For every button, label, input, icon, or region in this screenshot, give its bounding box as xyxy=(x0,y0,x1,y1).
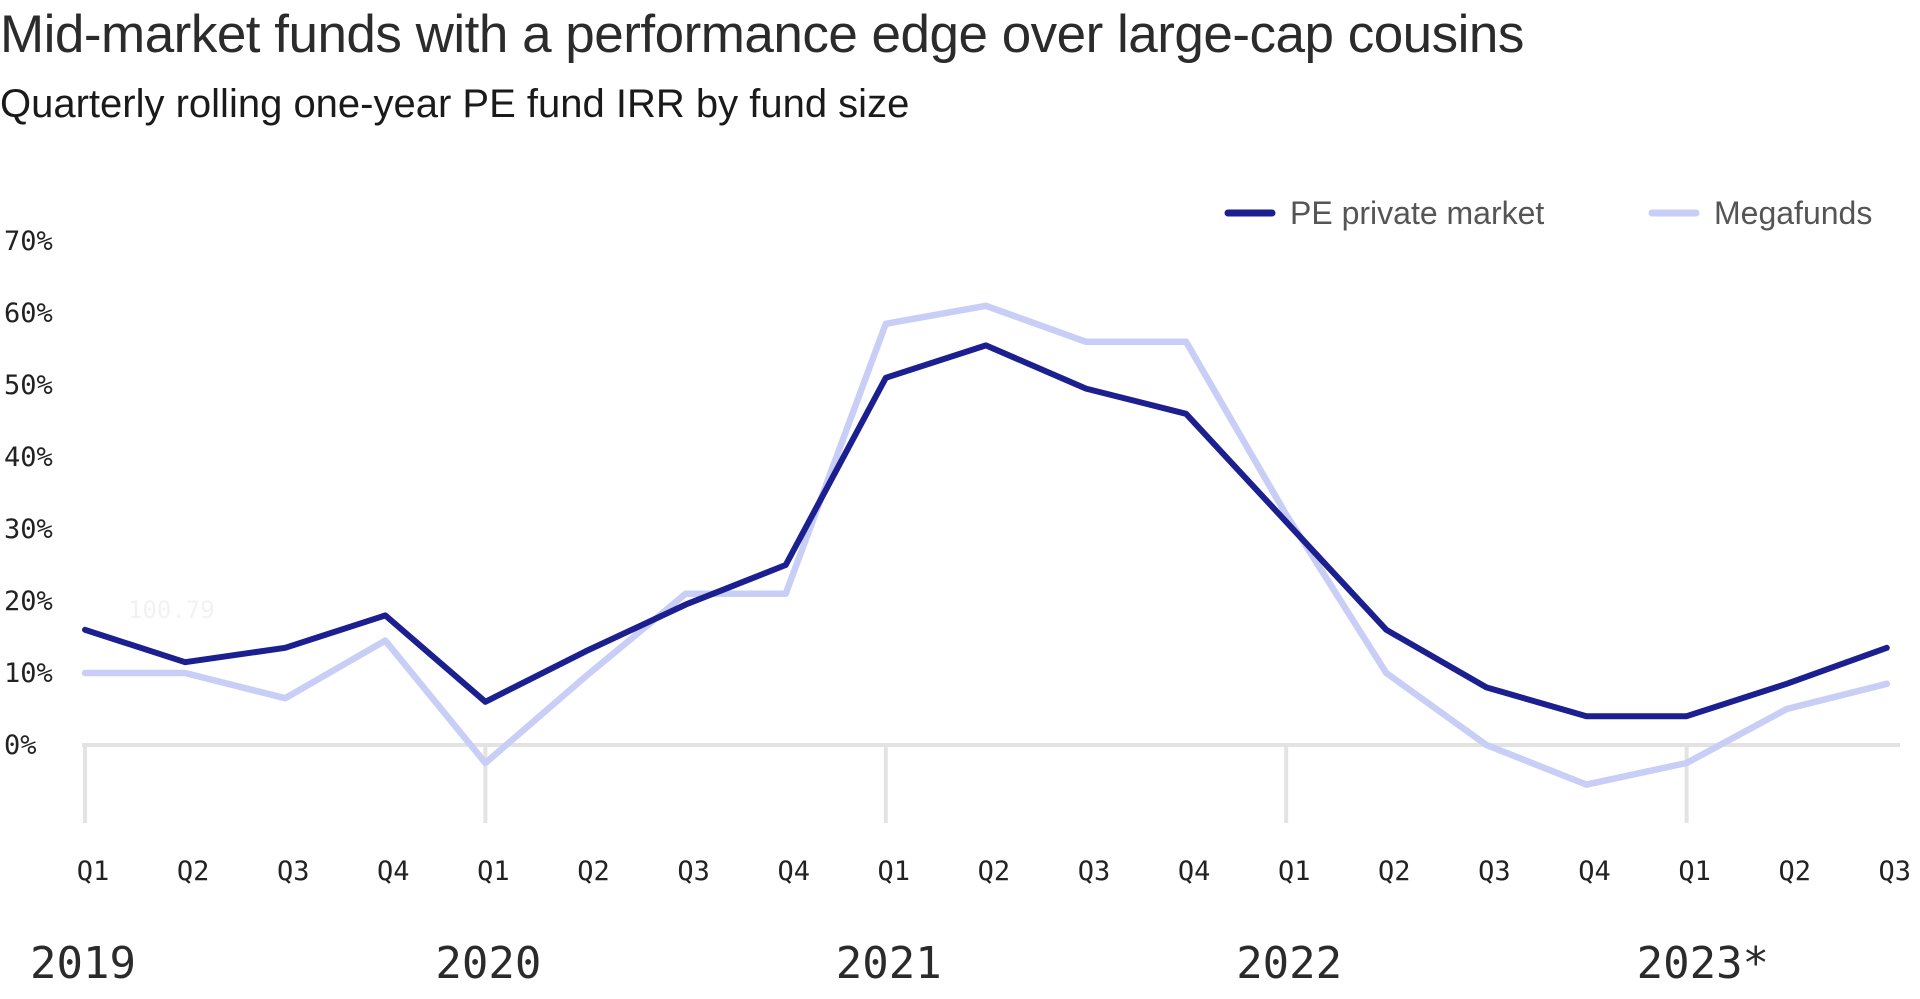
x-tick-label: Q4 xyxy=(377,856,410,887)
x-tick-label: Q3 xyxy=(277,856,310,887)
data-point-megafunds xyxy=(384,640,386,642)
data-point-pe-private-market xyxy=(1686,715,1688,717)
series-lines xyxy=(81,302,1891,788)
y-tick-label: 10% xyxy=(4,658,53,689)
data-point-megafunds xyxy=(1586,784,1587,786)
x-tick-label: Q2 xyxy=(177,856,210,887)
x-tick-label: Q2 xyxy=(1778,856,1811,887)
data-point-pe-private-market xyxy=(84,629,86,631)
x-tick-label: Q1 xyxy=(477,856,510,887)
y-tick-label: 50% xyxy=(4,370,53,401)
data-point-pe-private-market xyxy=(1085,388,1087,390)
data-point-pe-private-market xyxy=(885,377,887,379)
data-point-megafunds xyxy=(1886,683,1888,685)
data-point-pe-private-market xyxy=(184,661,186,663)
data-point-megafunds xyxy=(1786,708,1788,710)
year-label: 2022 xyxy=(1236,938,1342,989)
x-tick-label: Q3 xyxy=(677,856,710,887)
x-tick-label: Q1 xyxy=(1278,856,1311,887)
data-point-megafunds xyxy=(184,672,186,674)
y-axis-ticks: 70% 60% 50% 40% 30% 20% 10% 0% xyxy=(4,226,53,761)
data-point-pe-private-market xyxy=(585,650,586,652)
series-line-megafunds xyxy=(81,302,1891,788)
data-point-megafunds xyxy=(284,697,286,699)
data-point-megafunds xyxy=(1185,341,1187,343)
data-point-pe-private-market xyxy=(1285,521,1287,523)
data-point-pe-private-market xyxy=(1586,715,1587,717)
data-point-megafunds xyxy=(785,593,787,595)
chart-title: Mid-market funds with a performance edge… xyxy=(0,5,1524,64)
grid-lines xyxy=(82,743,1900,823)
data-point-megafunds xyxy=(1485,744,1487,746)
x-tick-label: Q2 xyxy=(577,856,610,887)
data-point-pe-private-market xyxy=(1385,629,1387,631)
y-tick-label: 30% xyxy=(4,514,53,545)
x-tick-label: Q2 xyxy=(1378,856,1411,887)
y-tick-label: 20% xyxy=(4,586,53,617)
data-point-pe-private-market xyxy=(1185,413,1187,415)
data-point-megafunds xyxy=(885,323,887,325)
data-point-megafunds xyxy=(1285,514,1287,516)
year-label: 2023* xyxy=(1637,938,1769,989)
y-tick-label: 0% xyxy=(4,730,37,761)
data-point-megafunds xyxy=(484,762,486,764)
data-point-megafunds xyxy=(685,593,687,595)
x-tick-label: Q4 xyxy=(1578,856,1611,887)
data-point-pe-private-market xyxy=(1786,683,1788,685)
x-tick-label: Q3 xyxy=(1078,856,1111,887)
data-point-pe-private-market xyxy=(985,344,987,346)
legend-label-pe-private-market: PE private market xyxy=(1290,195,1544,231)
x-tick-label: Q3 xyxy=(1879,856,1912,887)
data-point-megafunds xyxy=(985,305,987,307)
data-point-pe-private-market xyxy=(384,614,386,616)
x-tick-label: Q1 xyxy=(77,856,110,887)
x-tick-label: Q1 xyxy=(1678,856,1711,887)
x-tick-label: Q3 xyxy=(1478,856,1511,887)
y-tick-label: 70% xyxy=(4,226,53,257)
year-label: 2021 xyxy=(836,938,942,989)
data-point-megafunds xyxy=(585,676,586,678)
legend-label-megafunds: Megafunds xyxy=(1714,195,1872,231)
legend: PE private market Megafunds xyxy=(1224,195,1872,231)
x-axis-quarter-ticks: Q1 Q2 Q3 Q4 Q1 Q2 Q3 Q4 Q1 Q2 Q3 Q4 Q1 Q2 Q3 Q4 Q1 Q2 Q3 xyxy=(77,856,1911,887)
faint-annotation: 100.79 xyxy=(128,596,215,624)
y-tick-label: 40% xyxy=(4,442,53,473)
x-tick-label: Q4 xyxy=(1178,856,1211,887)
chart-subtitle: Quarterly rolling one-year PE fund IRR b… xyxy=(0,82,910,126)
x-tick-label: Q1 xyxy=(878,856,911,887)
x-tick-label: Q2 xyxy=(978,856,1011,887)
x-axis-year-labels: 2019 2020 2021 2022 2023* xyxy=(30,938,1769,989)
data-point-pe-private-market xyxy=(484,701,486,703)
x-tick-label: Q4 xyxy=(777,856,810,887)
data-point-pe-private-market xyxy=(1485,686,1487,688)
year-label: 2019 xyxy=(30,938,136,989)
data-point-pe-private-market xyxy=(785,564,787,566)
data-point-megafunds xyxy=(1686,762,1688,764)
data-point-megafunds xyxy=(84,672,86,674)
y-tick-label: 60% xyxy=(4,298,53,329)
data-point-megafunds xyxy=(1385,672,1387,674)
year-label: 2020 xyxy=(435,938,541,989)
data-point-pe-private-market xyxy=(284,647,286,649)
data-point-pe-private-market xyxy=(685,604,687,606)
data-point-pe-private-market xyxy=(1886,647,1888,649)
data-point-megafunds xyxy=(1085,341,1087,343)
